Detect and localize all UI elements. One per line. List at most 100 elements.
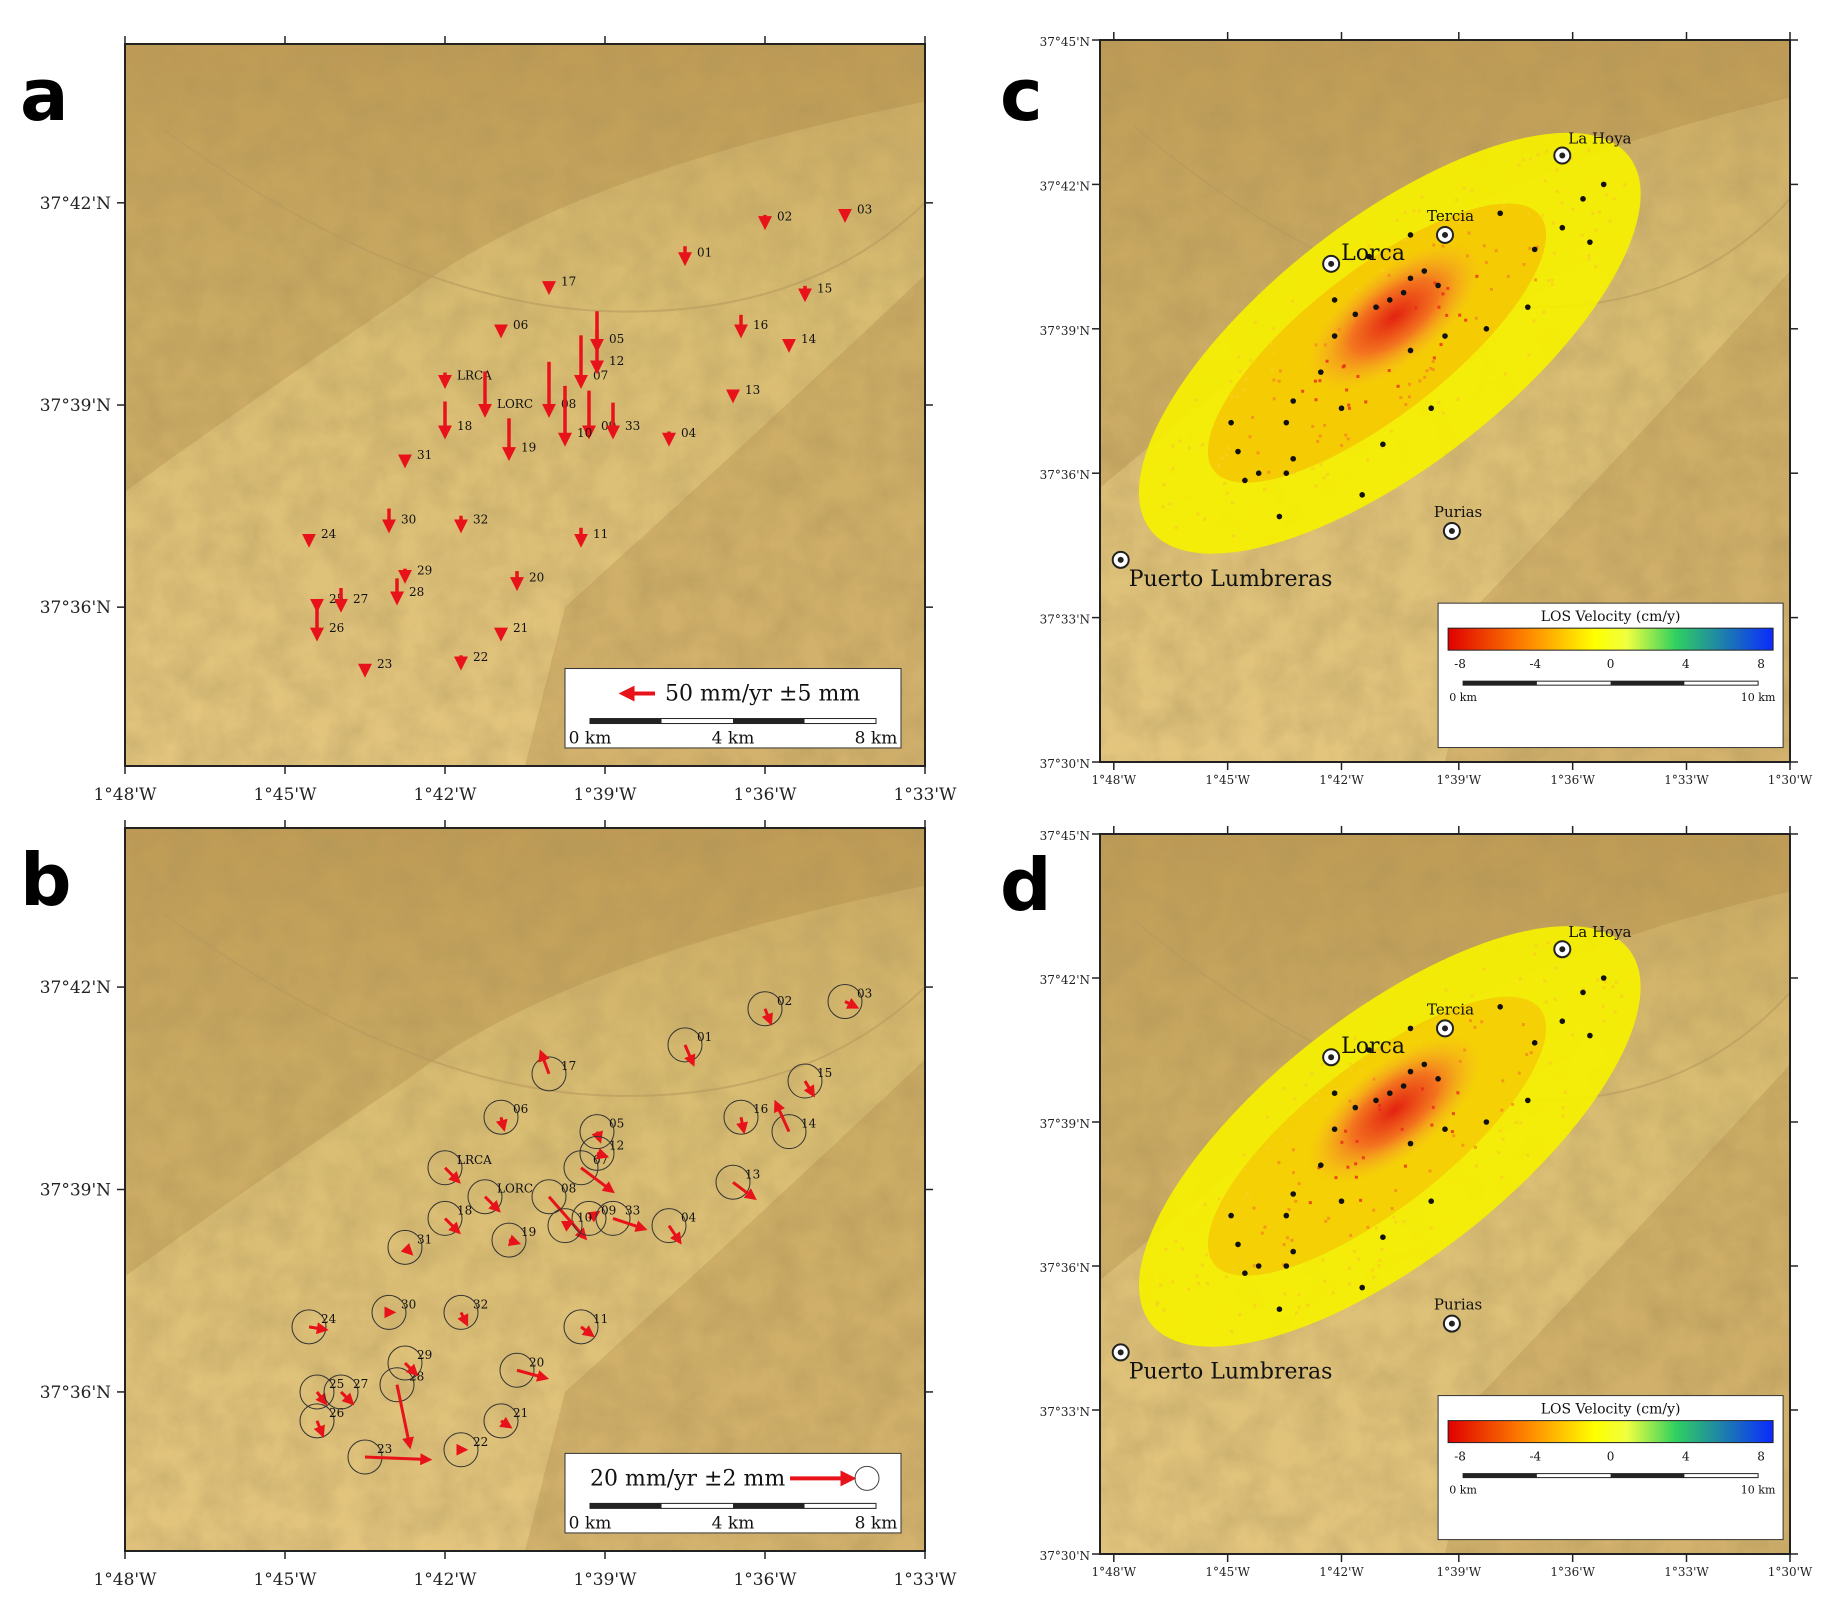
insar-point [1171, 467, 1175, 471]
insar-point [1326, 472, 1330, 476]
insar-point [1181, 1247, 1185, 1251]
station-21: 21 [483, 1403, 528, 1439]
insar-point [1323, 423, 1327, 427]
insar-point [1517, 163, 1521, 167]
gps-station [1290, 398, 1296, 404]
insar-point [1525, 1053, 1529, 1057]
station-29: 29 [398, 563, 432, 584]
colorbar-box [1437, 602, 1784, 749]
station-LORC: LORC [478, 371, 533, 418]
legend-box [564, 668, 902, 749]
insar-point [1237, 355, 1241, 359]
station-label: 11 [593, 1312, 608, 1326]
terrain-hillshade [125, 44, 925, 766]
insar-point [1174, 526, 1178, 530]
station-label: 01 [697, 1030, 712, 1044]
lat-tick-label: 37°39'N [1040, 1117, 1090, 1131]
insar-point [1484, 260, 1488, 264]
station-label: 16 [753, 1102, 768, 1116]
insar-point [1282, 1243, 1286, 1247]
insar-point [1265, 1115, 1269, 1119]
error-ellipse [379, 1367, 415, 1403]
station-label: 05 [609, 332, 624, 346]
error-ellipse [787, 1063, 823, 1099]
insar-point [1474, 316, 1478, 320]
insar-point [1544, 1000, 1548, 1004]
insar-point [1441, 292, 1445, 296]
insar-point [1456, 1091, 1460, 1095]
gps-station [1380, 441, 1386, 448]
insar-point [1254, 321, 1258, 325]
colorbar-tick: -8 [1454, 657, 1466, 671]
insar-point [1394, 1189, 1398, 1193]
station-LORC: LORC [467, 1179, 533, 1215]
insar-point [1522, 262, 1526, 266]
station-label: 28 [409, 585, 424, 599]
insar-point [1348, 1266, 1352, 1270]
error-ellipse [771, 1114, 807, 1150]
insar-point [1346, 437, 1350, 441]
velocity-vector [516, 1368, 550, 1382]
insar-point [1444, 988, 1448, 992]
insar-point [1238, 1258, 1242, 1262]
velocity-vector [443, 1166, 461, 1184]
insar-point [1333, 293, 1337, 297]
scale-segment [1463, 1473, 1537, 1478]
lon-tick-label: 1°36'W [1550, 1565, 1595, 1579]
insar-point [1230, 1219, 1234, 1223]
lat-tick-label: 37°42'N [40, 978, 111, 998]
insar-point [1314, 484, 1318, 488]
scale-segment [590, 1503, 662, 1509]
gps-station [1559, 224, 1566, 231]
insar-point [1370, 1268, 1374, 1272]
insar-point [1582, 987, 1586, 991]
mountain-range-se [525, 1059, 925, 1551]
insar-point [1306, 1304, 1310, 1308]
insar-point [1596, 978, 1600, 982]
insar-point [1311, 424, 1315, 428]
insar-point [1231, 1268, 1235, 1272]
insar-point [1420, 1087, 1424, 1091]
gps-station [1400, 289, 1407, 296]
panel-label-a: a [20, 53, 69, 137]
velocity-vector [774, 1099, 791, 1133]
city-label: Puerto Lumbreras [1129, 567, 1333, 592]
insar-point [1271, 327, 1275, 331]
station-20: 20 [499, 1352, 550, 1388]
station-19: 19 [491, 1222, 536, 1258]
error-ellipse [499, 1352, 535, 1388]
gps-station [1580, 989, 1586, 996]
station-label: 04 [681, 1211, 697, 1225]
velocity-vector [443, 1217, 461, 1235]
insar-point [1553, 997, 1557, 1001]
gps-station [1525, 304, 1531, 310]
gps-station [1407, 1068, 1414, 1075]
lon-tick-label: 1°39'W [1437, 773, 1482, 787]
insar-point [1282, 1263, 1286, 1267]
station-33: 33 [595, 1200, 648, 1236]
city-tercia: Tercia [1427, 1000, 1474, 1038]
insar-point [1325, 359, 1329, 363]
insar-point [1417, 1039, 1421, 1043]
insar-point [1542, 310, 1546, 314]
insar-point [1285, 1138, 1289, 1142]
station-label: 32 [473, 513, 488, 527]
station-18: 18 [438, 401, 472, 440]
station-label: 27 [353, 1377, 368, 1391]
velocity-vector [395, 1384, 414, 1450]
insar-point [1393, 1041, 1397, 1045]
error-ellipse [467, 1179, 503, 1215]
scale-label: 4 km [712, 729, 755, 749]
insar-point [1536, 153, 1540, 157]
insar-point [1161, 505, 1165, 509]
velocity-vector [457, 1311, 469, 1327]
insar-point [1455, 198, 1459, 202]
insar-point [1429, 367, 1433, 371]
insar-point [1372, 1275, 1376, 1279]
lon-tick-label: 1°33'W [1664, 1565, 1709, 1579]
insar-point [1323, 1279, 1327, 1283]
error-ellipse [827, 984, 863, 1020]
insar-point [1364, 400, 1368, 404]
insar-point [1252, 1206, 1256, 1210]
error-ellipse [299, 1403, 335, 1439]
